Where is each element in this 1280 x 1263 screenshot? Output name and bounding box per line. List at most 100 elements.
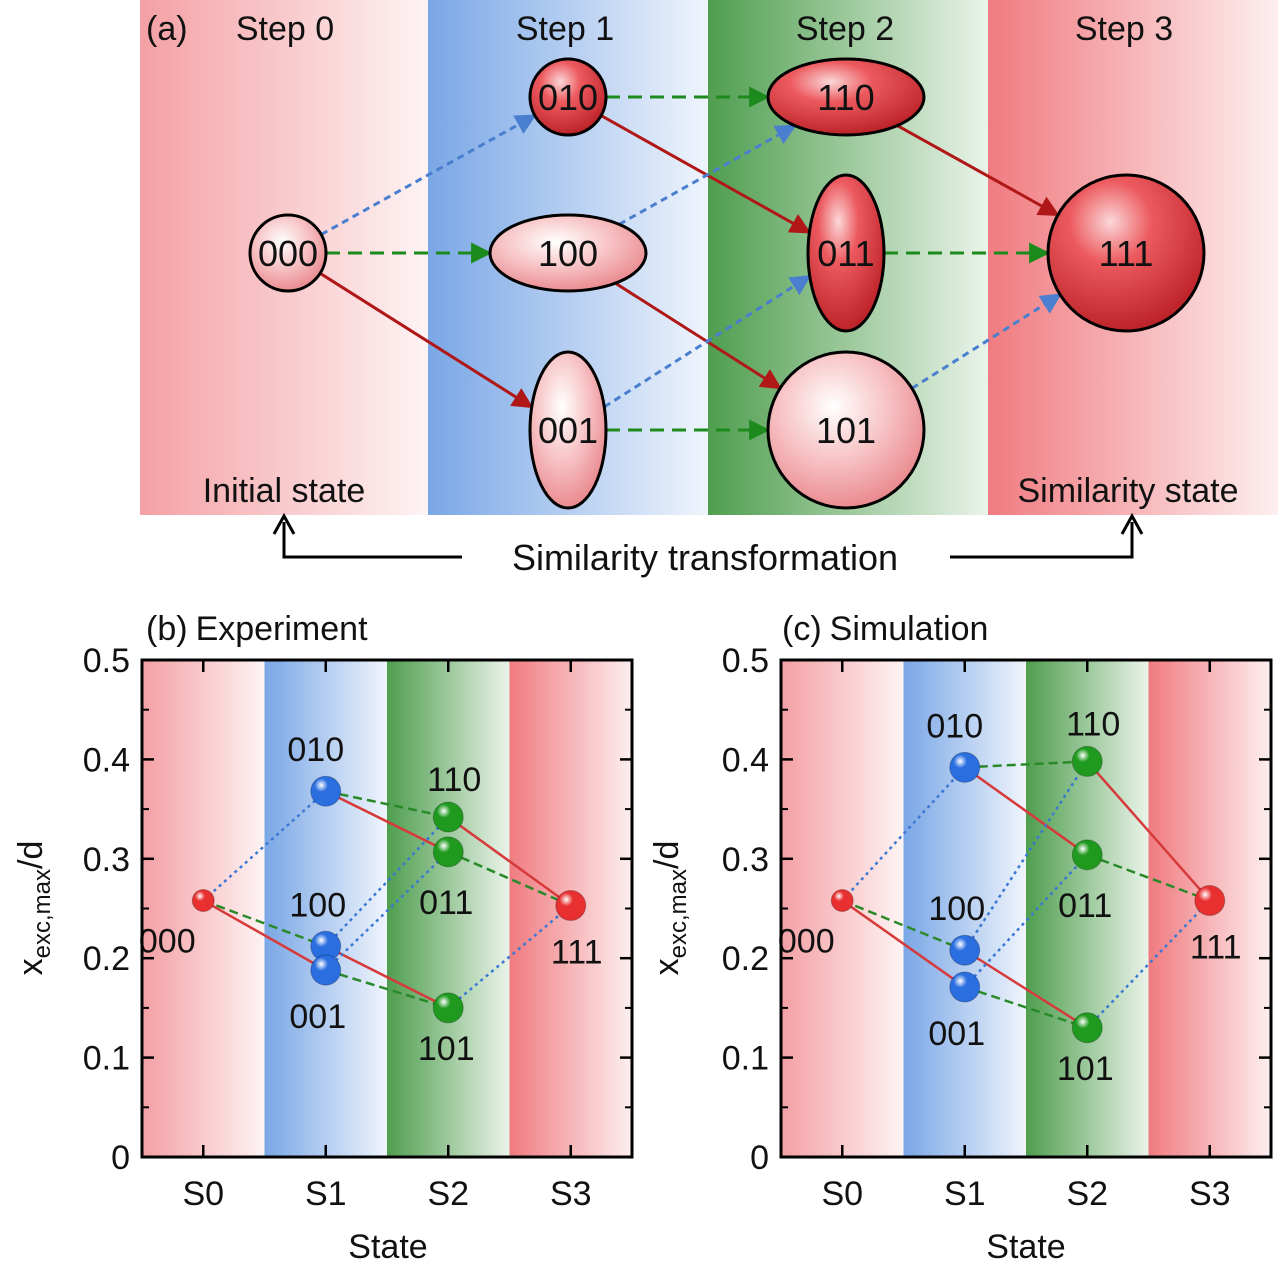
data-point-110: [432, 801, 464, 833]
data-point-111: [1194, 885, 1226, 917]
data-label-000: 000: [139, 923, 196, 961]
data-point-110: [1071, 745, 1103, 777]
data-label-101: 101: [418, 1030, 475, 1068]
line-001-101: [325, 968, 449, 1010]
state-node-011: 011: [806, 173, 886, 333]
data-point-010: [310, 775, 342, 807]
state-node-label: 001: [538, 410, 598, 451]
state-node-101: 101: [766, 350, 926, 510]
panel-b-data-points: 000 010 100 001 110 011 101 111: [139, 731, 603, 1068]
state-node-label: 111: [1099, 233, 1154, 274]
x-tick-label-S1: S1: [305, 1175, 347, 1213]
line-010-110: [325, 789, 449, 819]
data-label-100: 100: [289, 886, 346, 924]
line-101-111: [447, 904, 572, 1009]
similarity-state-label: Similarity state: [1017, 472, 1238, 510]
line-000-100: [202, 899, 327, 948]
data-label-111: 111: [551, 934, 603, 972]
panel-c-connection-lines: [841, 760, 1211, 1029]
state-node-100: 100: [488, 213, 648, 293]
panel-c-axes: 0 0.1 0.2 0.3 0.4 0.5 S0 S1 S2 S3: [722, 642, 1273, 1213]
x-tick-label-S3: S3: [550, 1175, 592, 1213]
y-tick-label: 0.3: [83, 841, 130, 879]
similarity-transformation-label: Similarity transformation: [512, 537, 898, 578]
arrow-000-001: [319, 272, 534, 409]
panel-c-data-points: 000 010 100 001 110 011 101 111: [778, 705, 1242, 1087]
line-100-101: [325, 945, 449, 1010]
data-point-011: [432, 836, 464, 868]
state-node-010: 010: [528, 57, 608, 137]
y-tick-label: 0.5: [83, 642, 130, 680]
data-label-101: 101: [1057, 1050, 1114, 1088]
panel-b-label: (b) Experiment: [146, 610, 368, 648]
y-tick-label: 0.2: [83, 940, 130, 978]
state-node-label: 000: [258, 233, 318, 274]
panel-a-label: (a): [146, 10, 188, 48]
state-node-111: 111: [1046, 173, 1206, 333]
data-label-110: 110: [1066, 705, 1120, 743]
line-000-001: [202, 899, 327, 972]
x-tick-label-S3: S3: [1189, 1175, 1231, 1213]
arrow-110-111: [896, 124, 1060, 217]
data-label-011: 011: [1058, 887, 1112, 925]
y-tick-label: 0.3: [722, 841, 769, 879]
panel-c-xlabel: State: [986, 1228, 1065, 1263]
initial-state-label: Initial state: [203, 472, 366, 510]
line-010-011: [325, 790, 449, 853]
line-100-110: [324, 816, 450, 948]
data-point-000: [191, 889, 215, 913]
state-node-110: 110: [766, 57, 926, 137]
y-tick-label: 0.1: [722, 1040, 769, 1078]
step-2-label: Step 2: [796, 10, 894, 48]
data-label-001: 001: [289, 998, 346, 1036]
panel-a-diagram: 000 010 100 001 110 011 101 111 (a) Step 0 Step…: [140, 0, 1278, 578]
data-point-001: [310, 954, 342, 986]
state-node-001: 001: [528, 350, 608, 510]
data-label-000: 000: [778, 923, 835, 961]
y-tick-label: 0.5: [722, 642, 769, 680]
panel-c-ylabel: xexc,max/d: [648, 841, 692, 976]
step-1-label: Step 1: [516, 10, 614, 48]
line-010-110: [964, 760, 1088, 769]
data-label-111: 111: [1190, 929, 1242, 967]
data-label-010: 010: [287, 731, 344, 769]
state-node-000: 000: [248, 213, 328, 293]
data-label-100: 100: [928, 890, 985, 928]
y-tick-label: 0.2: [722, 940, 769, 978]
x-tick-label-S1: S1: [944, 1175, 986, 1213]
panel-c-state-bands: [781, 660, 1271, 1157]
state-node-label: 010: [538, 77, 598, 118]
state-node-label: 100: [538, 233, 598, 274]
panel-b-experiment-chart: 000 010 100 001 110 011 101 111 0 0.1 0.2 0.3 0.4 0.…: [12, 610, 634, 1263]
data-label-001: 001: [928, 1015, 985, 1053]
data-point-101: [1071, 1012, 1103, 1044]
state-band-S1: [903, 660, 1026, 1157]
line-110-111: [447, 816, 572, 907]
panel-b-xlabel: State: [348, 1228, 427, 1263]
state-band-S2: [387, 660, 510, 1157]
line-100-101: [964, 949, 1088, 1029]
panel-b-state-bands: [142, 660, 632, 1157]
y-tick-label: 0: [111, 1139, 130, 1177]
panel-a-transition-arrows: [319, 86, 1062, 441]
x-tick-label-S2: S2: [427, 1175, 469, 1213]
line-010-011: [964, 766, 1088, 856]
panel-c-simulation-chart: 000 010 100 001 110 011 101 111 0 0.1 0.2 0.3 0.4 0.…: [648, 610, 1273, 1263]
line-011-111: [447, 850, 572, 907]
state-node-label: 110: [817, 77, 874, 118]
x-tick-label-S0: S0: [182, 1175, 224, 1213]
data-point-111: [555, 890, 587, 922]
panel-a-state-nodes: 000 010 100 001 110 011 101 111: [248, 57, 1206, 510]
state-node-label: 011: [817, 233, 874, 274]
y-tick-label: 0.1: [83, 1040, 130, 1078]
line-001-011: [963, 853, 1089, 988]
arrow-100-101: [614, 281, 782, 390]
data-point-001: [949, 971, 981, 1003]
data-label-010: 010: [926, 707, 983, 745]
arrow-000-010: [320, 114, 537, 236]
data-label-011: 011: [419, 884, 473, 922]
data-point-010: [949, 751, 981, 783]
x-tick-label-S0: S0: [821, 1175, 863, 1213]
x-tick-label-S2: S2: [1066, 1175, 1108, 1213]
line-011-111: [1086, 853, 1211, 902]
